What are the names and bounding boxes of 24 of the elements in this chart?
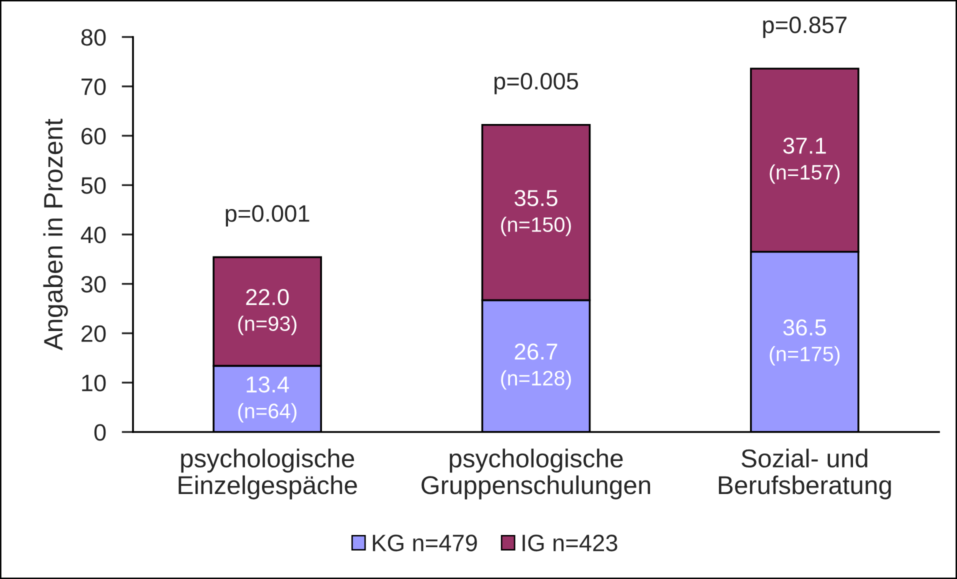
y-tick-label: 30 (81, 276, 106, 293)
y-tick-label: 80 (81, 29, 106, 46)
legend-label: IG n=423 (522, 534, 618, 552)
y-tick-label: 10 (82, 374, 106, 392)
data-label: 22.0 (n=93) (238, 288, 296, 336)
y-tick-label: 0 (94, 424, 106, 441)
x-tick-label: Sozial- und Berufsberatung (718, 448, 891, 500)
data-label: 13.4 (n=64) (238, 376, 296, 423)
x-tick-label: psychologische Einzelgespäche (178, 448, 357, 500)
y-tick-label: 60 (82, 128, 106, 145)
annotation: p=0.001 (226, 205, 310, 227)
data-label: 36.5 (n=175) (770, 319, 840, 366)
annotation: p=0.857 (763, 16, 846, 38)
y-tick-label: 50 (81, 177, 106, 194)
legend-label: KG n=479 (372, 534, 477, 552)
x-tick-label: psychologische Gruppenschulungen (422, 448, 650, 500)
data-label: 35.5 (n=150) (501, 190, 571, 236)
data-label: 26.7 (n=128) (501, 344, 571, 390)
y-tick-label: 20 (82, 325, 106, 342)
y-axis-title: Angaben in Prozent (43, 118, 68, 350)
y-tick-label: 40 (80, 226, 106, 244)
data-label: 37.1 (n=157) (770, 138, 840, 184)
annotation: p=0.005 (494, 72, 578, 94)
y-tick-label: 70 (82, 78, 106, 96)
